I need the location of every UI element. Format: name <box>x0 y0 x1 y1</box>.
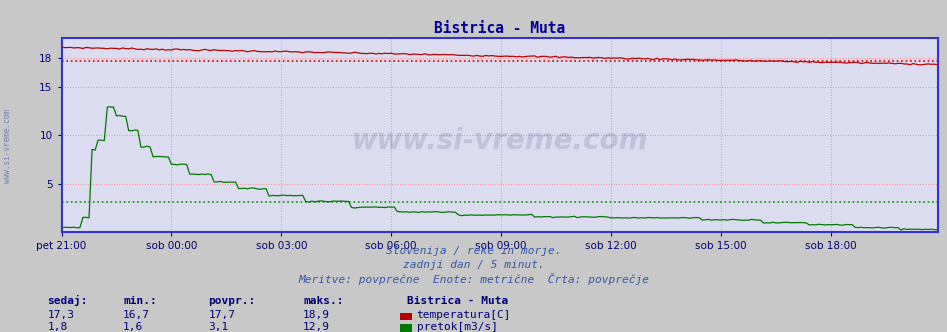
Text: 1,6: 1,6 <box>123 322 143 332</box>
Text: Slovenija / reke in morje.: Slovenija / reke in morje. <box>385 246 562 256</box>
Text: povpr.:: povpr.: <box>208 296 256 306</box>
Text: 16,7: 16,7 <box>123 310 151 320</box>
Text: zadnji dan / 5 minut.: zadnji dan / 5 minut. <box>402 260 545 270</box>
Title: Bistrica - Muta: Bistrica - Muta <box>434 21 565 36</box>
Text: 17,7: 17,7 <box>208 310 236 320</box>
Text: Meritve: povprečne  Enote: metrične  Črta: povprečje: Meritve: povprečne Enote: metrične Črta:… <box>298 273 649 285</box>
Text: www.si-vreme.com: www.si-vreme.com <box>3 109 12 183</box>
Text: 3,1: 3,1 <box>208 322 228 332</box>
Text: 12,9: 12,9 <box>303 322 331 332</box>
Text: maks.:: maks.: <box>303 296 344 306</box>
Text: www.si-vreme.com: www.si-vreme.com <box>351 127 648 155</box>
Text: Bistrica - Muta: Bistrica - Muta <box>407 296 509 306</box>
Text: temperatura[C]: temperatura[C] <box>417 310 511 320</box>
Text: 1,8: 1,8 <box>47 322 67 332</box>
Text: min.:: min.: <box>123 296 157 306</box>
Text: sedaj:: sedaj: <box>47 295 88 306</box>
Text: 17,3: 17,3 <box>47 310 75 320</box>
Text: 18,9: 18,9 <box>303 310 331 320</box>
Text: pretok[m3/s]: pretok[m3/s] <box>417 322 498 332</box>
